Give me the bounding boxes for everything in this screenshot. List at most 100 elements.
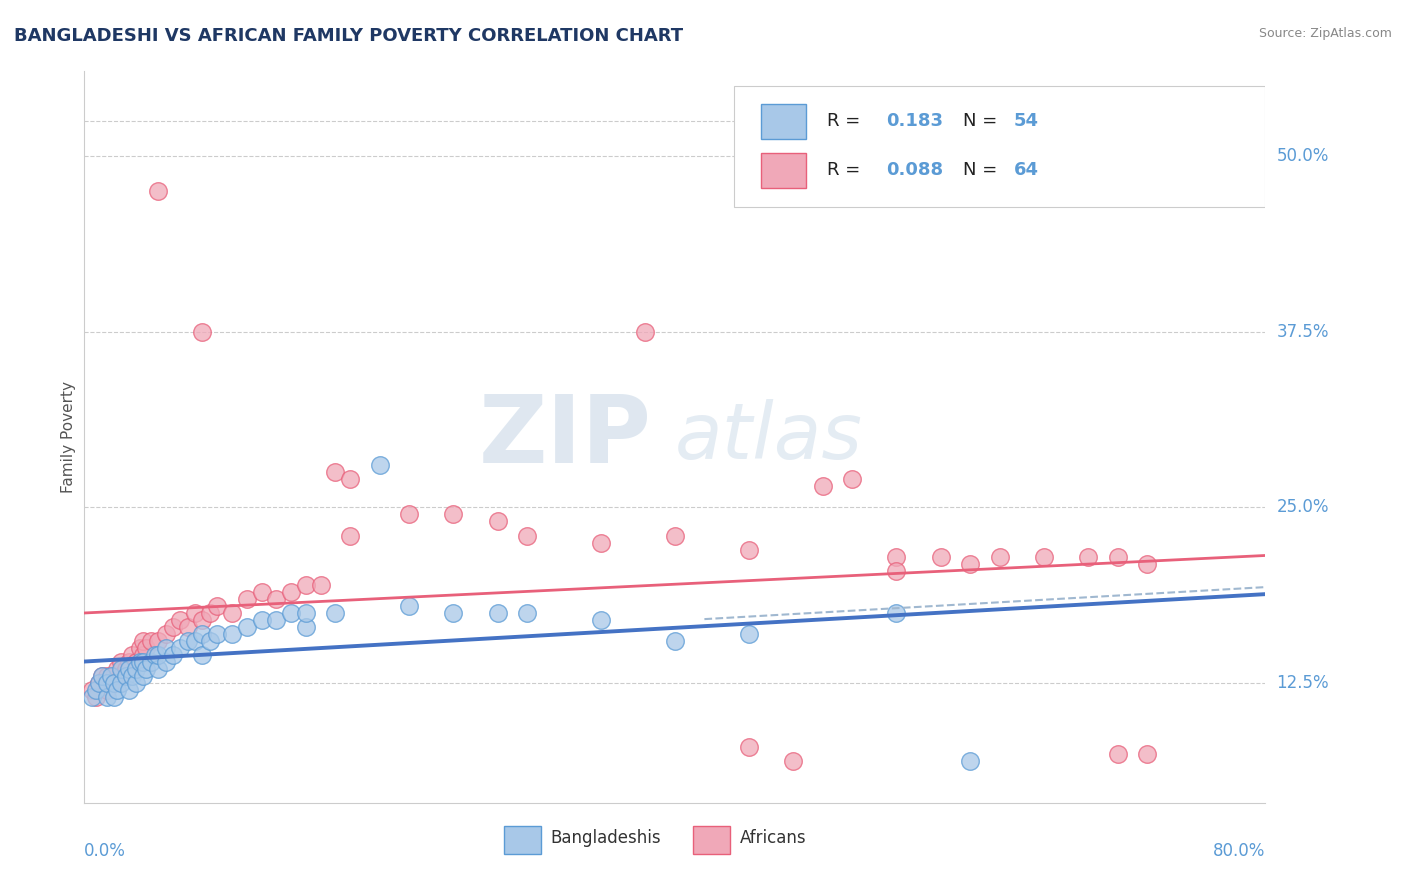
Text: R =: R = [827, 161, 866, 179]
Text: 0.088: 0.088 [886, 161, 943, 179]
Point [87, 676, 111, 690]
Point [155, 655, 177, 669]
Point [103, 669, 125, 683]
Point [368, 458, 391, 473]
Text: 25.0%: 25.0% [1277, 499, 1329, 516]
Point [121, 648, 143, 662]
Point [100, 676, 122, 690]
Point [295, 578, 318, 592]
Point [129, 655, 152, 669]
Point [139, 634, 162, 648]
Point [96, 690, 118, 705]
Point [148, 634, 170, 648]
Text: 37.5%: 37.5% [1277, 323, 1329, 341]
Point [177, 634, 200, 648]
Point [959, 754, 981, 768]
Point [782, 754, 804, 768]
Point [250, 613, 273, 627]
Point [135, 662, 157, 676]
Text: R =: R = [827, 112, 866, 130]
Point [184, 634, 207, 648]
Point [125, 662, 148, 676]
Point [191, 613, 214, 627]
Point [325, 606, 347, 620]
Point [1136, 557, 1159, 571]
Point [1033, 549, 1056, 564]
Point [486, 515, 509, 529]
Point [80, 683, 103, 698]
Text: N =: N = [963, 161, 1002, 179]
Point [103, 676, 125, 690]
Point [125, 655, 148, 669]
Point [929, 549, 952, 564]
Point [148, 184, 170, 198]
Point [198, 606, 221, 620]
Point [339, 472, 361, 486]
Point [207, 627, 229, 641]
Point [118, 662, 141, 676]
Point [177, 620, 200, 634]
Point [664, 634, 686, 648]
Point [80, 690, 103, 705]
Text: Source: ZipAtlas.com: Source: ZipAtlas.com [1258, 27, 1392, 40]
Point [143, 648, 166, 662]
Point [125, 676, 148, 690]
Point [280, 606, 302, 620]
Point [91, 669, 114, 683]
Point [132, 655, 155, 669]
Point [162, 648, 184, 662]
Point [169, 641, 191, 656]
Bar [503, 826, 541, 854]
Point [1077, 549, 1099, 564]
Point [135, 641, 157, 656]
Point [398, 508, 420, 522]
Point [738, 627, 761, 641]
Point [191, 325, 214, 339]
Point [110, 662, 132, 676]
Point [110, 669, 132, 683]
Point [339, 528, 361, 542]
Point [87, 676, 111, 690]
Point [443, 508, 465, 522]
Bar [761, 153, 806, 187]
Point [591, 535, 613, 549]
Point [103, 690, 125, 705]
Point [221, 627, 243, 641]
Point [1107, 549, 1129, 564]
Point [236, 591, 259, 606]
Text: Africans: Africans [740, 829, 807, 847]
Point [91, 669, 114, 683]
Point [266, 613, 288, 627]
Point [886, 549, 908, 564]
Point [325, 465, 347, 479]
Point [96, 669, 118, 683]
Text: ZIP: ZIP [478, 391, 651, 483]
Bar [761, 103, 806, 138]
Point [591, 613, 613, 627]
Point [100, 669, 122, 683]
Point [634, 325, 657, 339]
Point [295, 606, 318, 620]
Text: 12.5%: 12.5% [1277, 674, 1329, 692]
Point [664, 528, 686, 542]
Point [236, 620, 259, 634]
Text: atlas: atlas [675, 399, 863, 475]
Point [118, 683, 141, 698]
Point [118, 655, 141, 669]
Point [309, 578, 332, 592]
Point [1107, 747, 1129, 761]
Point [139, 655, 162, 669]
Point [132, 634, 155, 648]
Point [811, 479, 834, 493]
Point [516, 606, 538, 620]
Text: 0.0%: 0.0% [84, 842, 127, 860]
Point [132, 669, 155, 683]
Point [198, 634, 221, 648]
Text: N =: N = [963, 112, 1002, 130]
Point [162, 620, 184, 634]
Point [105, 662, 128, 676]
Point [486, 606, 509, 620]
Text: BANGLADESHI VS AFRICAN FAMILY POVERTY CORRELATION CHART: BANGLADESHI VS AFRICAN FAMILY POVERTY CO… [14, 27, 683, 45]
Point [886, 564, 908, 578]
Point [114, 669, 136, 683]
